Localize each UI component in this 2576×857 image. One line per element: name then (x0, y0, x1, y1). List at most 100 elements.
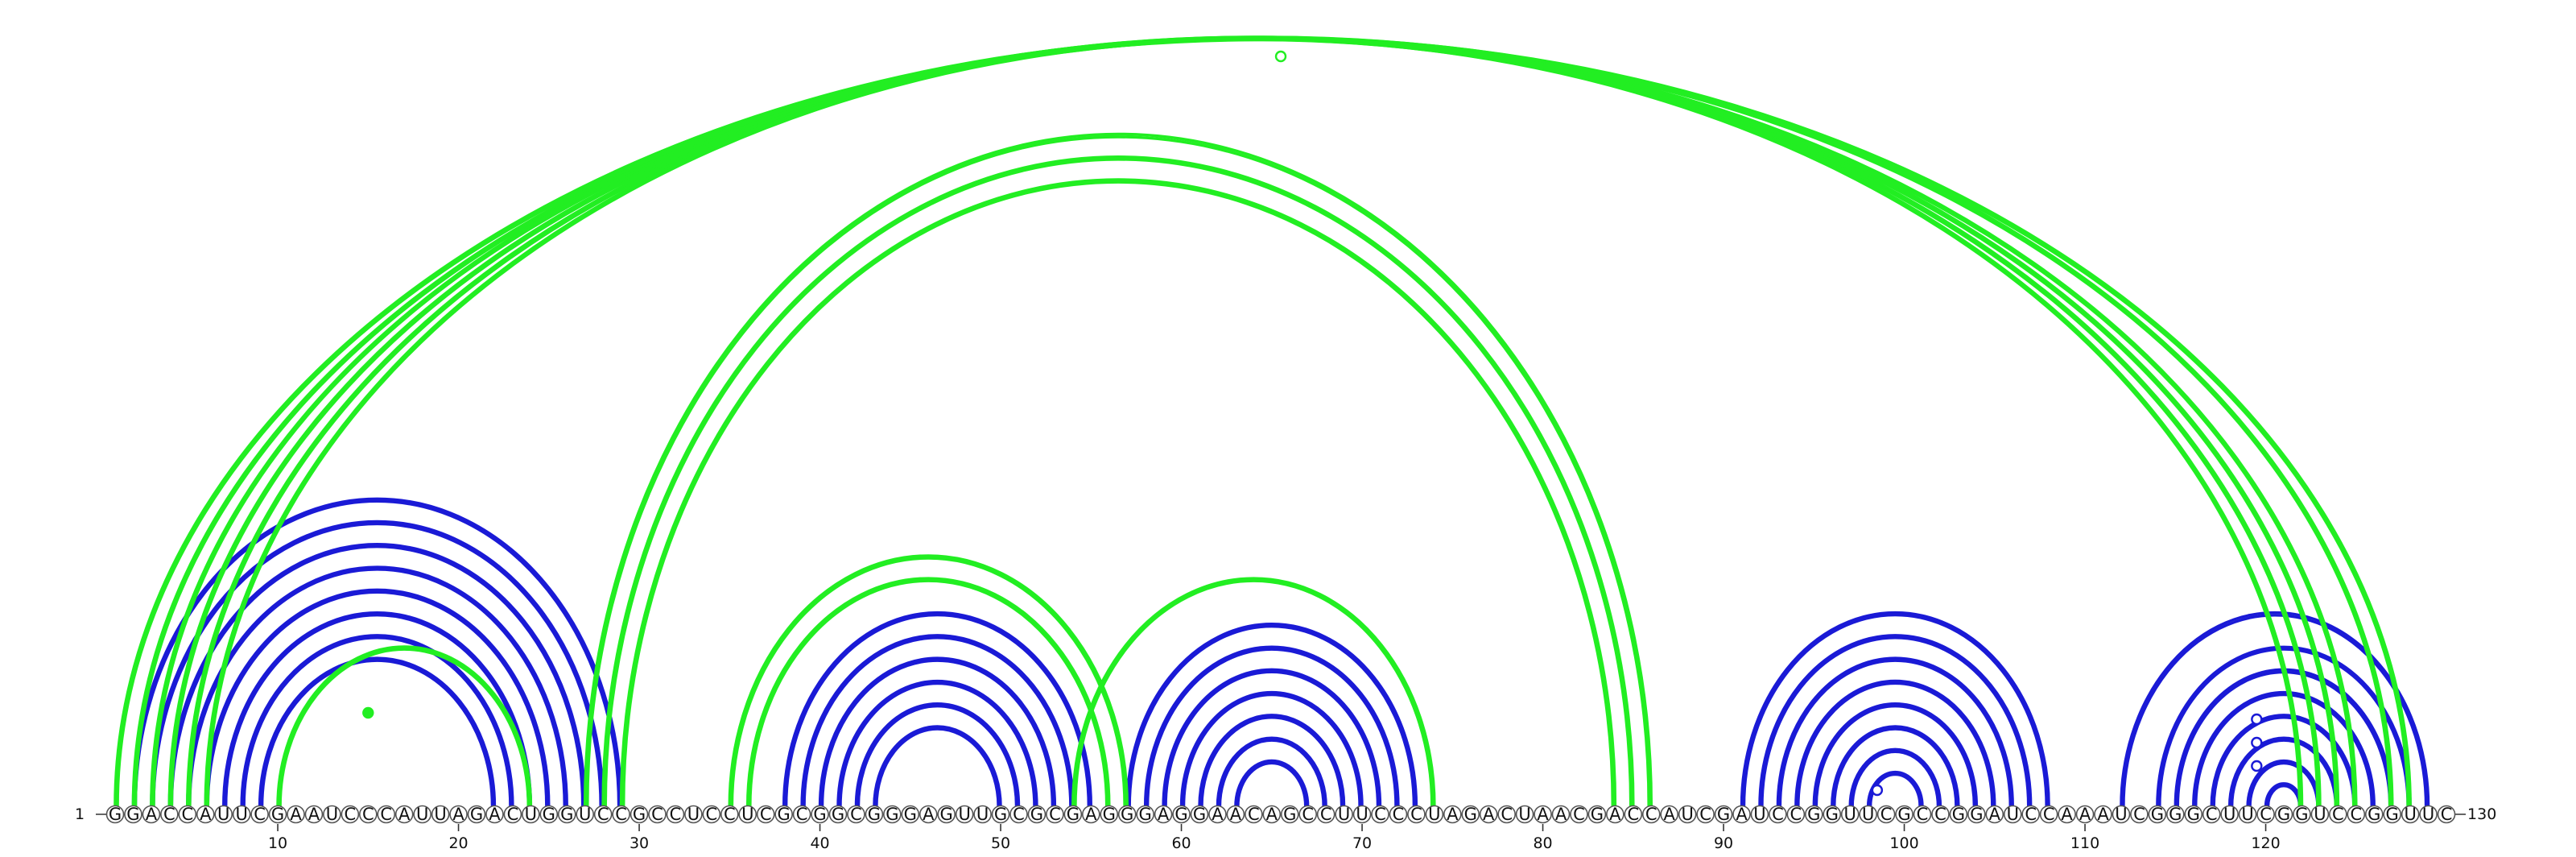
blue-arc-9-22 (258, 656, 497, 807)
nucleotide: C (1009, 805, 1028, 824)
blue-arc-3-28 (150, 520, 605, 807)
nucleotide-letter: G (904, 805, 917, 824)
nucleotide: C (1786, 805, 1806, 824)
nucleotide-circle (1063, 805, 1083, 824)
nucleotide-letter: C (1320, 805, 1332, 824)
nucleotide: C (2329, 805, 2347, 824)
nucleotide: A (1534, 805, 1552, 824)
nucleotide: C (792, 805, 811, 824)
nucleotide: C (358, 805, 378, 824)
nucleotide-letter: G (633, 805, 646, 824)
nucleotide: A (142, 805, 161, 824)
nucleotide: G (1172, 805, 1191, 824)
nucleotide: A (1208, 805, 1227, 824)
green-arc-4-124 (167, 35, 2340, 807)
nucleotide-circle (1515, 805, 1534, 824)
nucleotide: U (1840, 805, 1860, 824)
nucleotide: U (214, 805, 233, 824)
green-arc-inner-54-74 (1074, 579, 1434, 807)
nucleotide-letter: G (2386, 805, 2399, 824)
green-arc-inner-28-85 (604, 158, 1633, 807)
nucleotide-circle (539, 805, 559, 824)
nucleotide-circle (2075, 805, 2095, 824)
nucleotide-circle (883, 805, 902, 824)
nucleotide-letter: A (1483, 805, 1495, 824)
nucleotide-circle (467, 805, 486, 824)
nucleotide: A (485, 805, 504, 824)
nucleotide: C (2039, 805, 2058, 824)
nucleotide-letter: U (525, 805, 537, 824)
blue-arc-inner-93-106 (1778, 659, 2012, 807)
nucleotide-letter: U (416, 805, 428, 824)
blue-arc-inner-119-123 (2248, 761, 2319, 807)
nucleotide-circle (2238, 805, 2257, 824)
blue-arc-inner-95-104 (1814, 705, 1976, 807)
nucleotide-letter: U (958, 805, 970, 824)
nucleotide-circle (2166, 805, 2185, 824)
blue-arc-inner-39-54 (803, 636, 1072, 807)
nucleotide-letter: C (254, 805, 266, 824)
nucleotide-circle (919, 805, 938, 824)
blue-arc-inner-5-26 (188, 568, 566, 807)
nucleotide-letter: C (1302, 805, 1314, 824)
position-label: 120 (2251, 834, 2280, 852)
arcs-layer (114, 35, 2430, 807)
nucleotide-circle (2329, 805, 2347, 824)
green-arc-2-127 (133, 37, 2392, 806)
blue-arc-94-105 (1794, 679, 1996, 807)
nucleotide: A (1660, 805, 1678, 824)
blue-arc-59-71 (1162, 668, 1382, 807)
nucleotide: U (431, 805, 450, 824)
blue-arc-inner-118-124 (2230, 739, 2338, 807)
nucleotide-letter: C (1772, 805, 1784, 824)
blue-arc-40-53 (818, 656, 1057, 807)
nucleotide: G (2184, 805, 2203, 824)
nucleotide: U (232, 805, 251, 824)
nucleotide: A (2058, 805, 2076, 824)
blue-arc-117-125 (2210, 714, 2358, 807)
blue-arc-7-24 (222, 611, 533, 807)
end-label: 130 (2467, 805, 2496, 823)
nucleotide-letter: C (507, 805, 519, 824)
nucleotide-circle (160, 805, 179, 824)
nucleotide: C (612, 805, 630, 824)
nucleotide-circle (449, 805, 468, 824)
nucleotide-circle (1534, 805, 1552, 824)
nucleotide: C (503, 805, 522, 824)
blue-arc-inner-58-72 (1146, 648, 1397, 807)
nucleotide: C (1298, 805, 1317, 824)
blue-arc-inner-57-73 (1128, 625, 1416, 807)
nucleotide-circle (1117, 805, 1137, 824)
nucleotide-circle (1479, 805, 1498, 824)
nucleotide-letter: U (1356, 805, 1368, 824)
nucleotide-letter: C (1013, 805, 1025, 824)
nucleotide-letter: A (2061, 805, 2073, 824)
nucleotide: C (1046, 805, 1064, 824)
blue-arc-114-128 (2156, 645, 2412, 807)
nucleotide: G (991, 805, 1010, 824)
nucleotide-letter: A (1736, 805, 1748, 824)
nucleotide-letter: G (1717, 805, 1730, 824)
nucleotide: G (1190, 805, 1209, 824)
blue-arc-62-68 (1216, 736, 1327, 807)
nucleotide-circle (1389, 805, 1408, 824)
nucleotide: C (1876, 805, 1896, 824)
nucleotide-letter: G (1970, 805, 1983, 824)
nucleotide-letter: G (1807, 805, 1820, 824)
nucleotide-circle (1949, 805, 1968, 824)
nucleotide-letter: C (1501, 805, 1513, 824)
nucleotide-circle (1587, 805, 1607, 824)
nucleotide-circle (865, 805, 884, 824)
nucleotide-circle (1551, 805, 1571, 824)
blue-marker-4 (2251, 760, 2263, 772)
nucleotide: C (847, 805, 865, 824)
nucleotide: G (811, 805, 829, 824)
nucleotide-circle (2256, 805, 2275, 824)
blue-arc-inner-61-69 (1200, 716, 1344, 807)
nucleotide: C (178, 805, 197, 824)
blue-arc-60-70 (1179, 690, 1364, 807)
nucleotide-letter: U (2404, 805, 2416, 824)
nucleotide-letter: C (2441, 805, 2453, 824)
nucleotide-circle (1895, 805, 1913, 824)
green-arc-5-123 (186, 35, 2322, 807)
